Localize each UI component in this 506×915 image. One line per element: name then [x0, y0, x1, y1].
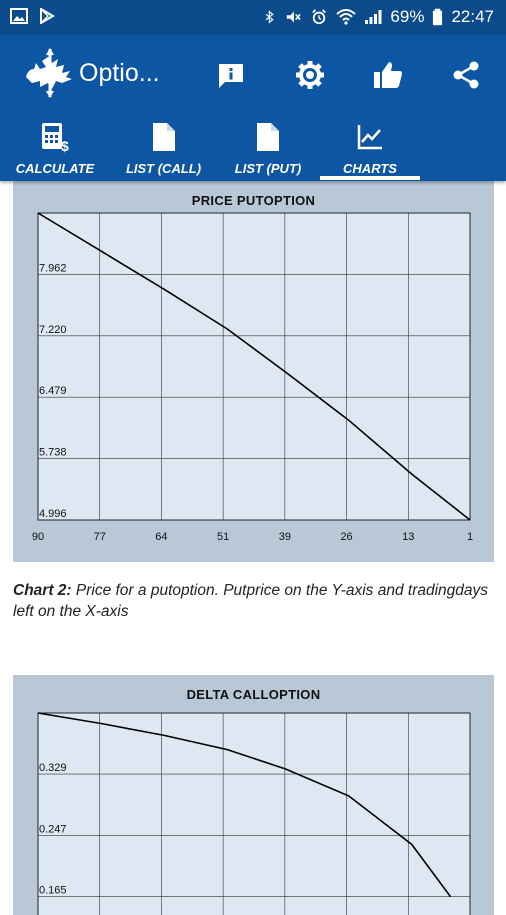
tab-list-call-label: LIST (CALL): [125, 161, 202, 176]
signal-icon: [365, 10, 382, 24]
app-logo-icon: [26, 48, 72, 98]
active-tab-indicator: [320, 176, 420, 180]
tab-bar: $ CALCULATE LIST (CALL) LIST (PUT) CHART…: [0, 115, 506, 181]
y-tick-label: 5.738: [39, 447, 67, 459]
gallery-icon: [10, 8, 28, 24]
tab-list-call[interactable]: LIST (CALL): [116, 115, 211, 181]
y-tick-label: 0.247: [39, 823, 67, 835]
app-toolbar: Optio...: [0, 35, 506, 115]
x-tick-label: 26: [340, 531, 352, 543]
y-tick-label: 7.962: [39, 262, 67, 274]
tab-charts[interactable]: CHARTS: [320, 115, 420, 181]
tab-calculate[interactable]: $ CALCULATE: [10, 115, 100, 181]
plot-area: [37, 212, 471, 521]
put-price-chart: 4.996 5.738 6.479 7.220 7.962 90 77 64 51 39 26 13 1: [32, 212, 473, 543]
x-tick-label: 64: [155, 531, 167, 543]
series-line: [37, 712, 452, 898]
caption-label: Chart 2:: [13, 582, 72, 599]
alarm-icon: [312, 9, 327, 25]
app-title: Optio...: [79, 59, 160, 87]
chart-icon: [357, 125, 382, 150]
mute-icon: [287, 11, 302, 23]
svg-text:$: $: [61, 138, 69, 153]
chart-title: PRICE PUTOPTION: [191, 193, 316, 208]
chart-caption: Chart 2: Price for a putoption. Putprice…: [13, 580, 493, 622]
y-tick-label: 0.165: [39, 885, 67, 897]
thumbs-up-icon: [374, 62, 402, 88]
y-tick-label: 0.329: [39, 762, 67, 774]
calculator-icon: $: [42, 123, 69, 153]
x-tick-label: 1: [467, 531, 473, 543]
series-line: [37, 212, 471, 521]
wifi-icon: [336, 9, 357, 25]
settings-button[interactable]: [290, 55, 330, 95]
share-icon: [453, 61, 479, 89]
x-tick-label: 90: [32, 531, 44, 543]
document-icon: [152, 123, 175, 151]
chart-card-put-price: PRICE PUTOPTION 4.996 5.738 6.479 7.220 7.96…: [13, 181, 494, 562]
status-bar: 69% 22:47: [0, 0, 506, 35]
y-tick-label: 7.220: [39, 324, 67, 336]
tab-calculate-label: CALCULATE: [15, 161, 95, 176]
x-tick-label: 13: [402, 531, 414, 543]
delta-call-chart: 0.165 0.247 0.329: [37, 712, 471, 915]
chart-title: DELTA CALLOPTION: [186, 687, 321, 702]
y-tick-label: 4.996: [39, 508, 67, 520]
document-icon: [257, 123, 279, 151]
x-tick-label: 51: [217, 531, 229, 543]
clock: 22:47: [451, 7, 494, 26]
x-tick-label: 39: [279, 531, 291, 543]
settings-icon: [296, 61, 324, 89]
tab-list-put-label: LIST (PUT): [234, 161, 302, 176]
battery-percent: 69%: [390, 7, 425, 26]
chart-card-delta-call: DELTA CALLOPTION 0.165 0.247 0.329: [13, 675, 494, 915]
rate-button[interactable]: [368, 55, 408, 95]
y-tick-label: 6.479: [39, 385, 67, 397]
bluetooth-icon: [266, 10, 275, 24]
info-icon: [219, 64, 243, 88]
battery-icon: [433, 8, 443, 26]
play-store-icon: [40, 8, 55, 24]
info-button[interactable]: [211, 55, 251, 95]
tab-list-put[interactable]: LIST (PUT): [222, 115, 314, 181]
x-tick-label: 77: [94, 531, 106, 543]
share-button[interactable]: [446, 55, 486, 95]
plot-area: [37, 712, 471, 915]
tab-charts-label: CHARTS: [343, 161, 397, 176]
caption-text: Price for a putoption. Putprice on the Y…: [13, 582, 489, 620]
